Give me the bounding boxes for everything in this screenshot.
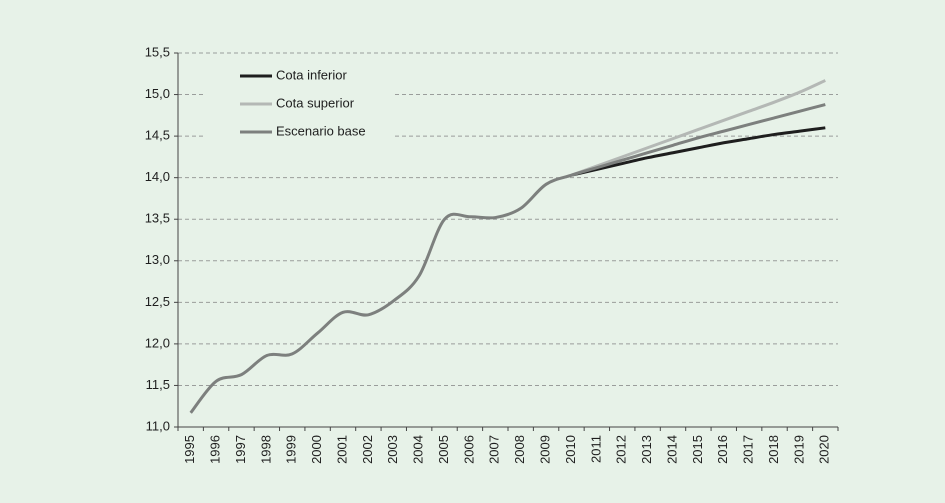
x-tick-label: 1998	[258, 435, 273, 464]
x-tick-label: 1999	[284, 435, 299, 464]
x-tick-label: 1996	[208, 435, 223, 464]
legend-background	[205, 62, 395, 146]
line-series	[570, 79, 826, 177]
x-tick-label: 2006	[461, 435, 476, 464]
x-tick-label: 2020	[817, 435, 832, 464]
x-tick-label: 2002	[360, 435, 375, 464]
line-series	[571, 126, 826, 177]
x-tick-label: 2019	[791, 435, 806, 464]
y-tick-label: 14,0	[145, 169, 170, 184]
x-tick-label: 2010	[563, 435, 578, 464]
x-tick-label: 1995	[182, 435, 197, 464]
y-tick-label: 15,5	[145, 44, 170, 59]
x-tick-label: 2012	[614, 435, 629, 464]
x-tick-label: 2001	[334, 435, 349, 464]
legend-label: Cota superior	[276, 95, 355, 110]
x-tick-label: 1997	[233, 435, 248, 464]
x-tick-label: 2018	[766, 435, 781, 464]
y-tick-label: 12,5	[145, 294, 170, 309]
legend-label: Escenario base	[276, 123, 366, 138]
x-tick-label: 2015	[690, 435, 705, 464]
x-tick-label: 2009	[538, 435, 553, 464]
x-tick-label: 2017	[741, 435, 756, 464]
y-tick-label: 11,5	[146, 377, 170, 392]
x-tick-label: 2003	[385, 435, 400, 464]
legend-label: Cota inferior	[276, 67, 347, 82]
y-tick-label: 15,0	[145, 86, 170, 101]
y-tick-label: 12,0	[145, 335, 170, 350]
x-tick-label: 2000	[309, 435, 324, 464]
y-tick-label: 11,0	[146, 418, 170, 433]
x-tick-label: 2004	[411, 435, 426, 464]
y-tick-label: 13,5	[145, 211, 170, 226]
x-tick-label: 2005	[436, 435, 451, 464]
y-tick-label: 13,0	[145, 252, 170, 267]
x-tick-label: 2008	[512, 435, 527, 464]
x-tick-label: 2011	[588, 435, 603, 463]
line-series	[189, 103, 826, 414]
x-tick-label: 2013	[639, 435, 654, 464]
x-tick-label: 2014	[664, 435, 679, 464]
x-tick-label: 2016	[715, 435, 730, 464]
y-tick-label: 14,5	[145, 128, 170, 143]
x-tick-label: 2007	[487, 435, 502, 464]
